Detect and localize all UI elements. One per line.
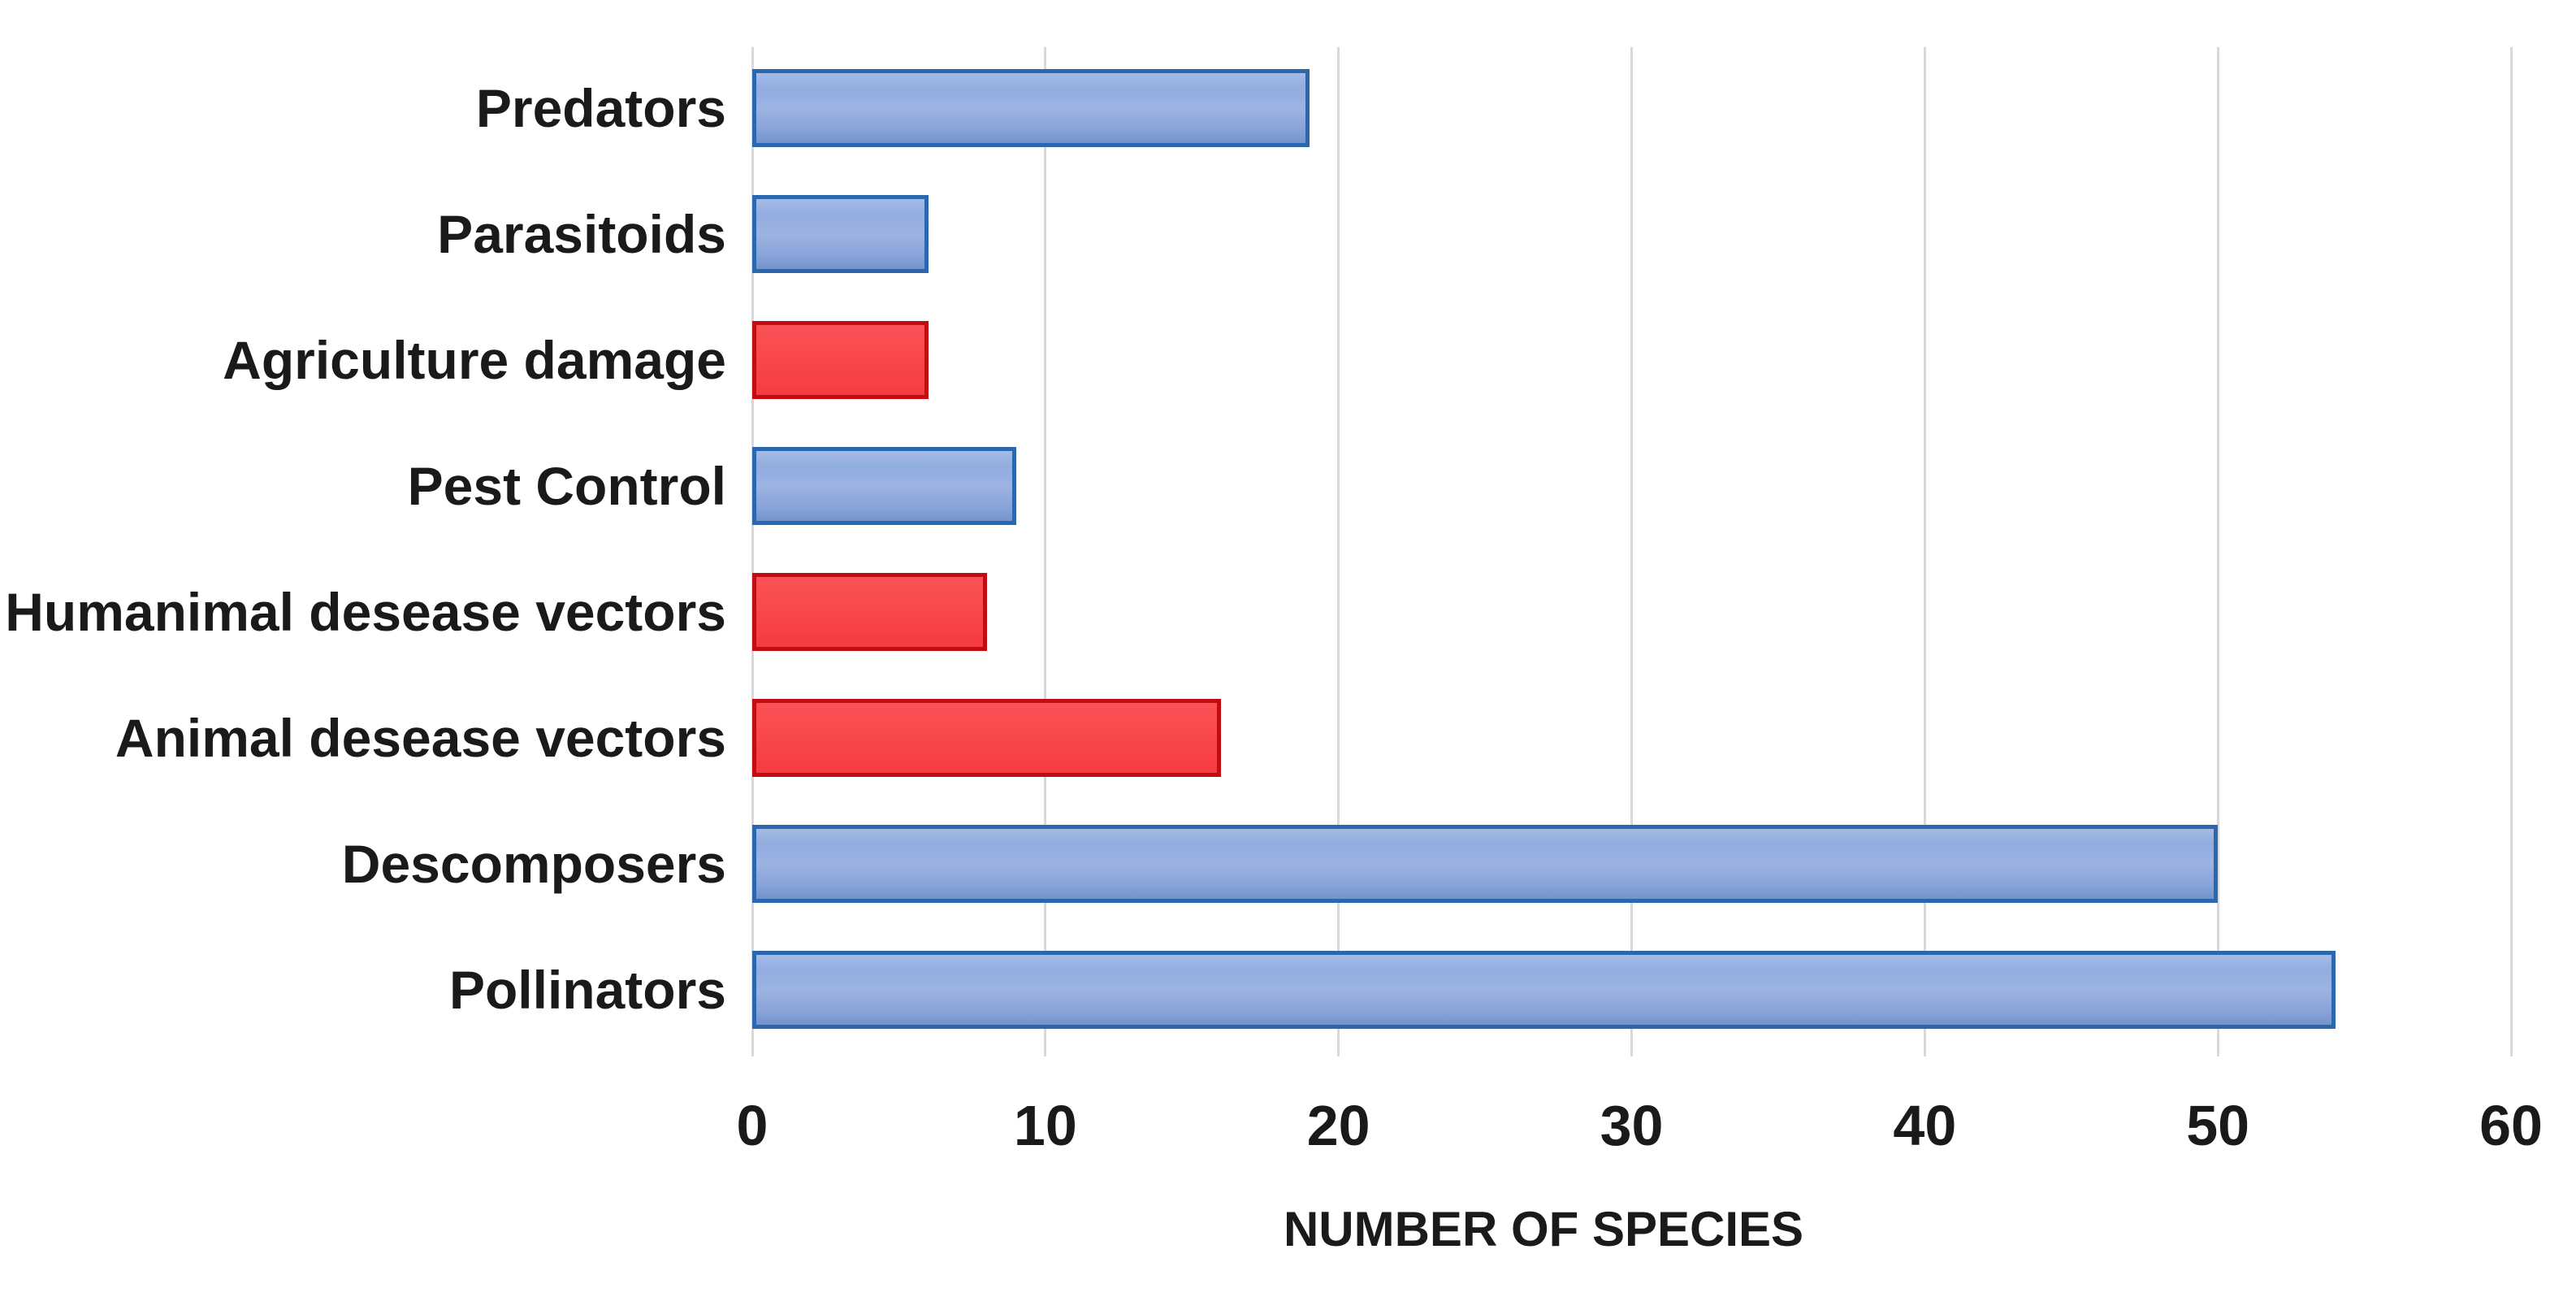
- category-label-agriculture-damage: Agriculture damage: [223, 329, 726, 390]
- x-axis-title: NUMBER OF SPECIES: [1283, 1202, 1804, 1256]
- x-tick-label-60: 60: [2479, 1094, 2543, 1157]
- bar-predators: [752, 68, 1310, 147]
- category-label-animal-desease-vectors: Animal desease vectors: [115, 707, 726, 768]
- bar-pest-control: [752, 446, 1016, 525]
- x-tick-label-20: 20: [1306, 1094, 1370, 1157]
- bar-descomposers: [752, 824, 2219, 903]
- x-tick-label-30: 30: [1600, 1094, 1664, 1157]
- bar-agriculture-damage: [752, 320, 929, 399]
- bar-parasitoids: [752, 194, 929, 273]
- x-tick-label-0: 0: [736, 1094, 768, 1157]
- gridline-60: [2509, 47, 2513, 1056]
- bar-humanimal-desease-vectors: [752, 572, 987, 651]
- gridline-10: [1044, 47, 1047, 1056]
- x-tick-label-10: 10: [1013, 1094, 1077, 1157]
- category-label-descomposers: Descomposers: [341, 833, 726, 894]
- x-tick-label-40: 40: [1893, 1094, 1957, 1157]
- category-label-pest-control: Pest Control: [407, 455, 726, 516]
- gridline-40: [1923, 47, 1926, 1056]
- x-tick-label-50: 50: [2186, 1094, 2250, 1157]
- bar-pollinators: [752, 950, 2336, 1029]
- category-label-predators: Predators: [475, 77, 726, 138]
- gridline-0: [751, 47, 754, 1056]
- gridline-50: [2216, 47, 2219, 1056]
- bar-animal-desease-vectors: [752, 698, 1222, 777]
- gridline-20: [1337, 47, 1340, 1056]
- gridline-30: [1630, 47, 1633, 1056]
- category-label-humanimal-desease-vectors: Humanimal desease vectors: [5, 581, 726, 642]
- category-label-parasitoids: Parasitoids: [437, 203, 726, 264]
- category-label-pollinators: Pollinators: [448, 959, 726, 1020]
